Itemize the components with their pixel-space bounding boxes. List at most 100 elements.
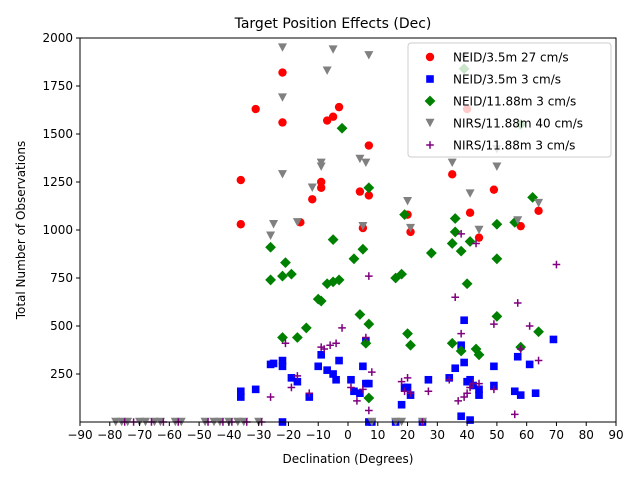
data-point [475, 379, 483, 388]
data-point [286, 268, 297, 280]
y-tick-label: 500 [50, 319, 73, 333]
data-point [327, 234, 339, 245]
legend-label: NEID/11.88m 3 cm/s [453, 95, 576, 109]
data-point [293, 372, 302, 380]
data-point [359, 385, 367, 394]
data-point [549, 335, 558, 344]
y-tick-label: 750 [50, 271, 73, 285]
y-axis-label: Total Number of Observations [14, 141, 28, 321]
data-point [533, 326, 544, 338]
data-point [277, 43, 287, 52]
data-point [405, 339, 416, 351]
data-point [525, 322, 534, 330]
x-tick-label: −40 [216, 428, 241, 442]
y-tick-label: 1000 [42, 223, 73, 237]
data-point [457, 341, 465, 349]
data-point [291, 332, 303, 343]
data-point [357, 243, 369, 255]
data-point [464, 236, 476, 247]
data-point [475, 385, 483, 394]
data-point [465, 208, 475, 217]
data-point [365, 406, 373, 415]
legend-box [407, 42, 612, 158]
data-point [359, 362, 367, 371]
data-point [356, 389, 364, 397]
data-point [355, 187, 365, 196]
legend-label: NIRS/11.88m 40 cm/s [453, 117, 583, 131]
legend-marker [425, 118, 435, 128]
data-point [278, 118, 287, 127]
data-point [492, 162, 502, 171]
data-point [315, 295, 327, 307]
data-point [466, 383, 474, 392]
data-point [317, 183, 326, 192]
data-point [516, 391, 525, 399]
data-point [490, 362, 498, 371]
data-point [353, 397, 361, 405]
data-point [307, 183, 317, 192]
data-point [461, 278, 473, 290]
data-point [513, 299, 522, 307]
series-1 [237, 316, 558, 426]
data-point [474, 225, 484, 235]
data-point [314, 362, 323, 371]
legend-marker [426, 141, 434, 149]
data-point [237, 393, 245, 401]
x-tick-label: 30 [430, 428, 445, 442]
data-point [490, 320, 498, 328]
data-point [447, 158, 457, 167]
data-point [332, 375, 340, 384]
data-point [424, 375, 433, 384]
data-point [237, 387, 245, 396]
data-point [457, 412, 465, 421]
data-point [490, 381, 498, 390]
data-point [403, 197, 413, 206]
data-point [277, 332, 288, 343]
data-point [449, 226, 461, 238]
y-tick-label: 1250 [42, 175, 73, 189]
data-point [350, 387, 358, 396]
x-tick-label: 90 [608, 428, 623, 442]
data-point [513, 216, 523, 225]
data-point [360, 337, 372, 349]
data-point [251, 104, 260, 114]
data-point [320, 345, 328, 353]
data-point [400, 387, 409, 396]
legend-label: NIRS/11.88m 3 cm/s [453, 139, 575, 153]
y-axis: 250 500 750 1000 1250 1500 1750 2000 [42, 31, 80, 381]
x-axis: −90 −80 −70 −60 −50 −40 −30 −20 −10 0 10 20 30 40 50 60… [67, 422, 624, 442]
data-point [402, 328, 413, 340]
data-point [305, 389, 314, 397]
data-point [361, 158, 371, 167]
data-point [425, 247, 437, 259]
data-point [355, 154, 365, 164]
data-point [510, 410, 519, 419]
x-tick-label: 60 [519, 428, 534, 442]
data-point [463, 389, 471, 397]
data-point [455, 345, 467, 357]
data-point [516, 221, 525, 231]
data-point [332, 339, 340, 348]
data-point [292, 218, 302, 227]
data-point [269, 359, 278, 368]
data-point [460, 393, 468, 401]
data-point [491, 253, 503, 265]
data-point [266, 393, 275, 401]
data-point [474, 233, 484, 242]
data-point [348, 253, 360, 265]
x-tick-label: −20 [276, 428, 301, 442]
data-point [287, 374, 296, 382]
data-point [269, 220, 279, 229]
data-point [364, 191, 374, 200]
legend-entry: NIRS/11.88m 3 cm/s [426, 139, 575, 153]
data-point [265, 274, 276, 286]
y-tick-label: 250 [50, 367, 73, 381]
x-tick-label: −70 [127, 428, 152, 442]
data-point [363, 182, 375, 194]
legend-entry: NEID/3.5m 27 cm/s [425, 51, 569, 65]
x-tick-label: 20 [400, 428, 415, 442]
data-point [491, 311, 503, 322]
legend-marker [425, 52, 435, 62]
data-point [293, 377, 302, 386]
data-point [403, 383, 412, 392]
